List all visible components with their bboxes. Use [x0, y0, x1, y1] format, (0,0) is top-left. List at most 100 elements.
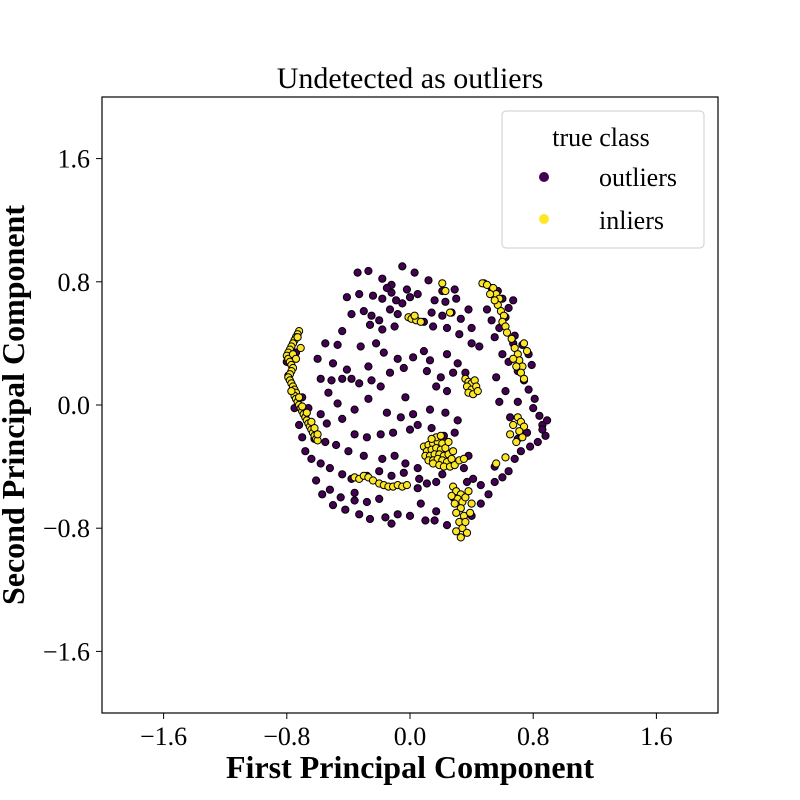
point-outliers: [364, 266, 373, 276]
point-outliers: [322, 419, 331, 428]
point-inliers: [295, 393, 304, 402]
point-inliers: [506, 430, 515, 439]
point-outliers: [509, 296, 518, 305]
point-outliers: [298, 433, 307, 442]
point-outliers: [338, 470, 347, 479]
point-outliers: [347, 374, 356, 383]
point-outliers: [359, 451, 368, 460]
point-outliers: [459, 464, 468, 473]
point-outliers: [436, 373, 445, 382]
point-outliers: [501, 387, 510, 396]
point-outliers: [455, 330, 464, 339]
point-outliers: [387, 471, 396, 480]
point-outliers: [498, 473, 507, 482]
point-outliers: [399, 468, 408, 477]
point-outliers: [393, 510, 402, 519]
point-outliers: [530, 394, 539, 403]
point-inliers: [461, 517, 470, 527]
point-outliers: [452, 294, 461, 303]
point-outliers: [413, 420, 422, 430]
point-outliers: [450, 428, 459, 437]
point-inliers: [438, 279, 447, 288]
point-inliers: [518, 433, 527, 442]
point-inliers: [291, 354, 301, 363]
point-inliers: [502, 328, 512, 337]
point-outliers: [375, 494, 384, 503]
x-tick-label: 0.0: [394, 722, 427, 751]
point-inliers: [313, 430, 322, 439]
point-outliers: [415, 474, 424, 483]
point-outliers: [378, 454, 387, 463]
point-outliers: [441, 297, 450, 306]
point-outliers: [475, 342, 484, 351]
point-outliers: [396, 413, 405, 422]
point-outliers: [405, 293, 415, 302]
point-outliers: [419, 347, 428, 356]
point-outliers: [367, 311, 376, 320]
point-inliers: [444, 437, 453, 447]
legend-marker-outliers: [539, 172, 549, 182]
point-outliers: [430, 296, 439, 305]
point-inliers: [507, 334, 516, 343]
point-inliers: [490, 296, 499, 305]
point-outliers: [416, 499, 425, 508]
point-outliers: [453, 416, 462, 425]
point-outliers: [295, 420, 304, 430]
point-inliers: [509, 420, 518, 430]
point-inliers: [441, 286, 450, 296]
point-inliers: [519, 339, 529, 348]
point-outliers: [382, 408, 391, 417]
point-outliers: [385, 368, 395, 377]
point-outliers: [524, 385, 533, 394]
point-outliers: [385, 305, 395, 314]
point-outliers: [327, 376, 336, 385]
point-inliers: [522, 347, 532, 356]
point-outliers: [438, 311, 447, 320]
legend: true class outliers inliers: [501, 110, 705, 249]
point-outliers: [526, 442, 535, 451]
point-outliers: [490, 333, 499, 342]
point-outliers: [379, 348, 388, 357]
point-outliers: [413, 484, 422, 493]
point-outliers: [535, 411, 544, 420]
point-outliers: [442, 350, 452, 359]
point-inliers: [512, 437, 521, 447]
point-inliers: [452, 527, 461, 536]
point-outliers: [492, 373, 501, 382]
point-outliers: [495, 397, 504, 406]
point-outliers: [365, 514, 375, 524]
x-tick-label: 1.6: [640, 722, 673, 751]
point-outliers: [321, 339, 330, 348]
point-outliers: [398, 299, 407, 308]
point-outliers: [382, 283, 391, 293]
point-inliers: [298, 402, 307, 411]
point-outliers: [442, 521, 452, 530]
point-outliers: [482, 305, 492, 314]
point-outliers: [381, 513, 390, 522]
point-outliers: [362, 497, 371, 507]
point-inliers: [464, 487, 473, 496]
point-outliers: [355, 379, 364, 388]
point-outliers: [376, 382, 385, 391]
point-outliers: [390, 322, 399, 331]
y-tick-label: 0.8: [58, 268, 91, 297]
point-outliers: [476, 499, 485, 508]
point-inliers: [427, 434, 436, 443]
point-outliers: [399, 363, 408, 373]
point-outliers: [364, 394, 373, 403]
point-outliers: [316, 410, 325, 419]
point-outliers: [409, 353, 418, 362]
point-outliers: [413, 290, 422, 299]
point-outliers: [393, 310, 402, 319]
x-tick-label: −1.6: [140, 722, 187, 751]
y-tick-label: −1.6: [43, 637, 90, 666]
point-inliers: [296, 343, 305, 353]
point-outliers: [324, 388, 333, 397]
point-outliers: [398, 262, 407, 271]
point-inliers: [509, 354, 518, 363]
legend-title: true class: [552, 123, 649, 152]
point-outliers: [332, 440, 341, 450]
point-outliers: [338, 414, 347, 423]
legend-box: [501, 110, 705, 249]
point-inliers: [445, 308, 455, 317]
